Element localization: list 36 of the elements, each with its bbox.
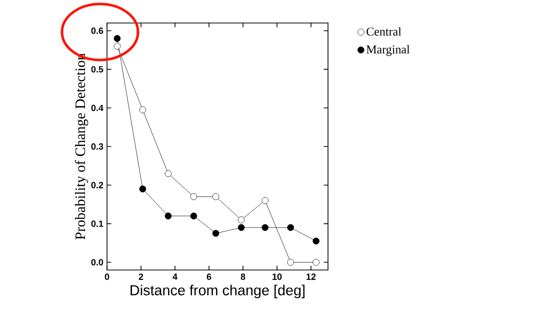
x-tick-label: 8 — [240, 274, 246, 280]
point — [262, 197, 268, 204]
x-tick-label: 6 — [206, 274, 212, 280]
y-tick-label: 0.4 — [91, 104, 104, 112]
point — [139, 186, 146, 192]
y-tick-label: 0.5 — [91, 66, 104, 73]
point — [212, 193, 220, 200]
x-tick-label: 4 — [172, 274, 178, 280]
y-tick-label: 0.0 — [91, 259, 104, 266]
legend-label: Central — [366, 27, 402, 36]
point — [312, 238, 320, 244]
y-axis-title: Probability of Change Detection — [74, 53, 88, 240]
y-tick-label: 0.6 — [91, 28, 104, 34]
point — [287, 224, 294, 231]
x-tick-label: 10 — [272, 274, 282, 280]
y-tick-label: 0.1 — [91, 220, 104, 227]
point — [164, 212, 172, 220]
x-tick-label: 2 — [138, 274, 144, 280]
point — [287, 258, 294, 266]
point — [212, 230, 220, 237]
point — [238, 224, 245, 231]
x-tick-label: 0 — [104, 274, 110, 280]
point — [312, 258, 320, 266]
legend-label: Marginal — [366, 45, 410, 56]
point — [114, 42, 121, 50]
point — [238, 216, 245, 224]
x-axis-title: Distance from change [deg] — [130, 284, 304, 298]
point — [262, 224, 268, 231]
y-tick-label: 0.3 — [91, 143, 104, 150]
point — [114, 35, 121, 42]
point — [139, 106, 146, 114]
point — [190, 193, 198, 200]
point — [190, 212, 198, 220]
point — [164, 170, 172, 177]
x-tick-label: 12 — [306, 274, 316, 280]
y-tick-label: 0.2 — [91, 182, 104, 188]
